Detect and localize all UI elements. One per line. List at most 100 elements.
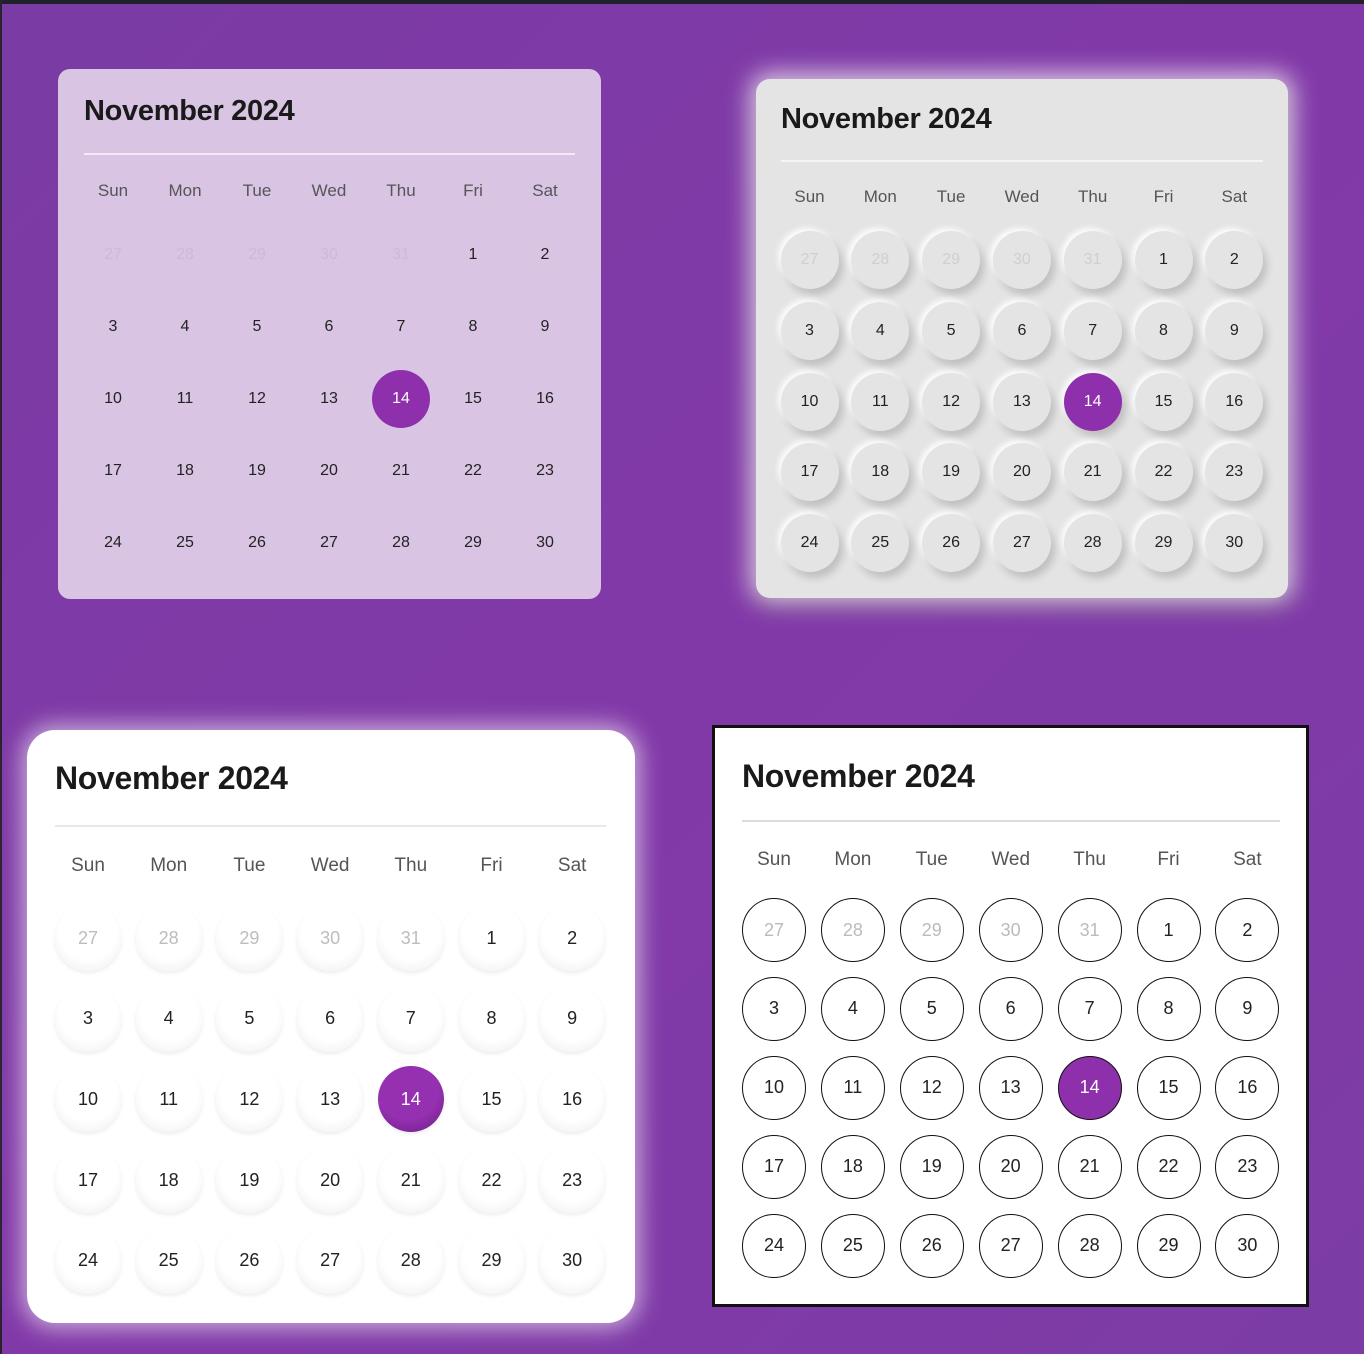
day-cell[interactable]: 6 bbox=[992, 301, 1051, 360]
day-cell[interactable]: 18 bbox=[176, 462, 194, 479]
day-cell[interactable]: 5 bbox=[922, 301, 981, 360]
day-cell[interactable]: 30 bbox=[536, 534, 554, 551]
day-cell[interactable]: 27 bbox=[978, 1213, 1043, 1278]
day-cell[interactable]: 9 bbox=[1205, 301, 1264, 360]
day-cell[interactable]: 22 bbox=[1136, 1134, 1201, 1199]
day-cell[interactable]: 8 bbox=[1136, 976, 1201, 1041]
day-cell-outside-month[interactable]: 31 bbox=[1063, 231, 1122, 289]
day-cell[interactable]: 7 bbox=[396, 318, 406, 335]
day-cell[interactable]: 13 bbox=[320, 390, 338, 407]
day-cell[interactable]: 12 bbox=[216, 1066, 283, 1133]
day-cell[interactable]: 10 bbox=[104, 390, 122, 407]
day-cell[interactable]: 28 bbox=[1057, 1213, 1122, 1278]
day-cell[interactable]: 26 bbox=[216, 1227, 283, 1294]
day-cell[interactable]: 20 bbox=[320, 462, 338, 479]
day-cell[interactable]: 2 bbox=[1215, 898, 1280, 962]
day-cell[interactable]: 21 bbox=[1057, 1134, 1122, 1199]
day-cell[interactable]: 15 bbox=[458, 1066, 525, 1133]
day-cell[interactable]: 25 bbox=[135, 1227, 202, 1294]
day-cell[interactable]: 16 bbox=[536, 390, 554, 407]
day-cell-outside-month[interactable]: 31 bbox=[377, 905, 444, 971]
day-cell[interactable]: 22 bbox=[1134, 443, 1193, 502]
day-cell[interactable]: 5 bbox=[899, 976, 964, 1041]
day-cell[interactable]: 28 bbox=[392, 534, 410, 551]
day-cell[interactable]: 29 bbox=[458, 1227, 525, 1294]
day-cell[interactable]: 28 bbox=[377, 1227, 444, 1294]
day-cell[interactable]: 18 bbox=[135, 1147, 202, 1214]
day-cell[interactable]: 11 bbox=[176, 390, 194, 407]
day-cell[interactable]: 19 bbox=[922, 443, 981, 502]
day-cell[interactable]: 9 bbox=[540, 318, 550, 335]
day-cell[interactable]: 4 bbox=[820, 976, 885, 1041]
day-cell[interactable]: 1 bbox=[468, 246, 478, 263]
day-cell[interactable]: 10 bbox=[742, 1055, 806, 1120]
day-cell[interactable]: 13 bbox=[978, 1055, 1043, 1120]
day-cell[interactable]: 17 bbox=[55, 1147, 121, 1214]
day-cell[interactable]: 18 bbox=[851, 443, 910, 502]
day-cell-outside-month[interactable]: 29 bbox=[899, 898, 964, 962]
day-cell[interactable]: 24 bbox=[55, 1227, 121, 1294]
day-cell[interactable]: 26 bbox=[899, 1213, 964, 1278]
day-cell[interactable]: 23 bbox=[539, 1147, 606, 1214]
day-cell[interactable]: 11 bbox=[820, 1055, 885, 1120]
day-cell[interactable]: 10 bbox=[780, 372, 839, 431]
day-cell[interactable]: 17 bbox=[104, 462, 122, 479]
day-cell[interactable]: 25 bbox=[820, 1213, 885, 1278]
day-cell[interactable]: 5 bbox=[216, 985, 283, 1052]
day-cell[interactable]: 16 bbox=[1215, 1055, 1280, 1120]
day-cell[interactable]: 16 bbox=[1205, 372, 1264, 431]
day-cell[interactable]: 18 bbox=[820, 1134, 885, 1199]
day-cell[interactable]: 20 bbox=[297, 1147, 364, 1214]
day-cell[interactable]: 13 bbox=[992, 372, 1051, 431]
day-cell[interactable]: 21 bbox=[1063, 443, 1122, 502]
day-cell[interactable]: 25 bbox=[176, 534, 194, 551]
day-cell[interactable]: 12 bbox=[248, 390, 266, 407]
day-cell-outside-month[interactable]: 28 bbox=[176, 246, 194, 263]
day-cell[interactable]: 21 bbox=[377, 1147, 444, 1214]
day-cell[interactable]: 19 bbox=[248, 462, 266, 479]
day-cell[interactable]: 8 bbox=[458, 985, 525, 1052]
day-cell-outside-month[interactable]: 30 bbox=[320, 246, 338, 263]
day-cell-outside-month[interactable]: 31 bbox=[392, 246, 410, 263]
day-cell-outside-month[interactable]: 28 bbox=[135, 905, 202, 971]
day-cell[interactable]: 7 bbox=[377, 985, 444, 1052]
day-cell[interactable]: 25 bbox=[851, 514, 910, 573]
day-cell[interactable]: 26 bbox=[922, 514, 981, 573]
day-cell[interactable]: 22 bbox=[458, 1147, 525, 1214]
day-cell[interactable]: 4 bbox=[135, 985, 202, 1052]
day-cell-outside-month[interactable]: 27 bbox=[742, 898, 806, 962]
day-cell-outside-month[interactable]: 27 bbox=[104, 246, 122, 263]
day-cell[interactable]: 27 bbox=[297, 1227, 364, 1294]
day-cell[interactable]: 12 bbox=[922, 372, 981, 431]
day-cell[interactable]: 20 bbox=[992, 443, 1051, 502]
day-cell[interactable]: 6 bbox=[297, 985, 364, 1052]
day-cell[interactable]: 10 bbox=[55, 1066, 121, 1133]
day-cell[interactable]: 4 bbox=[180, 318, 190, 335]
day-cell-outside-month[interactable]: 29 bbox=[216, 905, 283, 971]
day-cell-selected[interactable]: 14 bbox=[1057, 1055, 1122, 1120]
day-cell[interactable]: 7 bbox=[1057, 976, 1122, 1041]
day-cell[interactable]: 15 bbox=[464, 390, 482, 407]
day-cell[interactable]: 21 bbox=[392, 462, 410, 479]
day-cell[interactable]: 3 bbox=[55, 985, 121, 1052]
day-cell-outside-month[interactable]: 27 bbox=[780, 231, 839, 289]
day-cell[interactable]: 20 bbox=[978, 1134, 1043, 1199]
day-cell[interactable]: 6 bbox=[324, 318, 334, 335]
day-cell[interactable]: 9 bbox=[1215, 976, 1280, 1041]
day-cell[interactable]: 26 bbox=[248, 534, 266, 551]
day-cell[interactable]: 7 bbox=[1063, 301, 1122, 360]
day-cell[interactable]: 27 bbox=[992, 514, 1051, 573]
day-cell[interactable]: 15 bbox=[1136, 1055, 1201, 1120]
day-cell-outside-month[interactable]: 29 bbox=[922, 231, 981, 289]
day-cell[interactable]: 2 bbox=[1205, 231, 1264, 289]
day-cell[interactable]: 29 bbox=[1136, 1213, 1201, 1278]
day-cell[interactable]: 30 bbox=[1215, 1213, 1280, 1278]
day-cell[interactable]: 11 bbox=[135, 1066, 202, 1133]
day-cell[interactable]: 1 bbox=[458, 905, 525, 971]
day-cell-outside-month[interactable]: 30 bbox=[978, 898, 1043, 962]
day-cell[interactable]: 24 bbox=[742, 1213, 806, 1278]
day-cell[interactable]: 30 bbox=[1205, 514, 1264, 573]
day-cell[interactable]: 23 bbox=[536, 462, 554, 479]
day-cell[interactable]: 15 bbox=[1134, 372, 1193, 431]
day-cell[interactable]: 2 bbox=[540, 246, 550, 263]
